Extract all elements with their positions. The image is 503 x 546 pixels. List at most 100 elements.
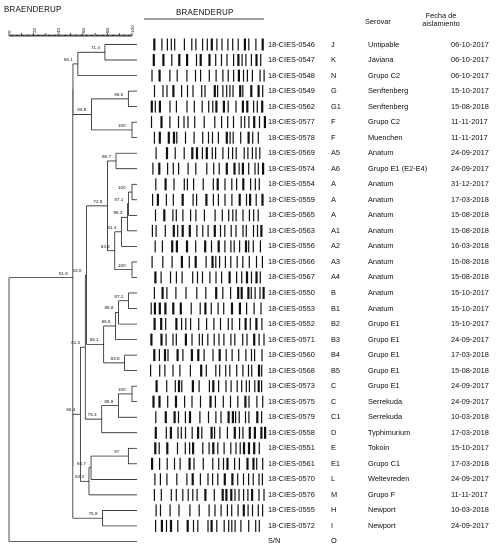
gel-band (236, 380, 238, 393)
gel-band (195, 162, 197, 175)
isolate-id: 18-CIES-0563 (268, 225, 315, 235)
gel-band (195, 147, 199, 160)
gel-band (218, 457, 220, 470)
gel-band (209, 271, 211, 284)
gel-band (169, 504, 171, 517)
gel-band (212, 473, 214, 486)
gel-band (202, 442, 204, 455)
gel-band (253, 116, 256, 129)
gel-band (223, 473, 226, 486)
gel-band (210, 38, 213, 51)
pulsotype-code: C (331, 396, 337, 406)
gel-band (222, 85, 224, 98)
gel-band (231, 473, 234, 486)
gel-band (247, 131, 250, 144)
gel-band (162, 255, 164, 268)
gel-band (261, 38, 264, 51)
gel-band (186, 85, 189, 98)
gel-band (201, 100, 203, 113)
serovar-name: Grupo F (368, 489, 396, 499)
gel-band (152, 395, 155, 408)
gel-band (229, 364, 231, 377)
gel-band (223, 442, 225, 455)
pulsotype-code: A6 (331, 163, 341, 173)
node-similarity-label: 97 (114, 449, 120, 455)
gel-band (169, 271, 172, 284)
gel-band (253, 209, 255, 222)
gel-band (253, 302, 255, 315)
gel-band (242, 426, 244, 439)
gel-band (187, 488, 189, 501)
serovar-name: Anatum (368, 148, 394, 158)
gel-band (213, 333, 215, 346)
gel-band (221, 38, 223, 51)
gel-band (166, 287, 168, 299)
gel-band (224, 224, 226, 237)
gel-band (231, 318, 233, 330)
isolation-date: 24-09-2017 (451, 163, 489, 173)
gel-band (258, 178, 260, 191)
node-similarity-label: 61.2 (71, 340, 81, 346)
gel-band (161, 38, 163, 51)
gel-band (183, 178, 185, 191)
node-similarity-label: 64.3 (74, 474, 84, 480)
gel-band (159, 504, 162, 517)
gel-band (181, 224, 184, 237)
gel-band (217, 85, 219, 98)
node-similarity-label: 51.9 (58, 270, 68, 276)
gel-band (169, 116, 171, 129)
gel-band (255, 271, 258, 284)
pulsotype-code: A3 (331, 256, 341, 266)
gel-band (188, 255, 190, 268)
gel-band (219, 318, 222, 330)
gel-band (150, 333, 153, 346)
gel-band (215, 255, 217, 268)
node-similarity-label: 96.6 (114, 91, 124, 97)
gel-band (245, 224, 247, 237)
node-similarity-label: 66.8 (77, 107, 87, 113)
gel-band (198, 318, 200, 330)
pulsotype-code: A (331, 179, 336, 189)
gel-band (250, 271, 253, 284)
isolate-id: 18-CIES-0548 (268, 70, 315, 80)
gel-band (259, 147, 261, 160)
gel-band (160, 318, 163, 330)
gel-band (181, 380, 183, 393)
gel-band (237, 395, 239, 408)
gel-band (201, 426, 203, 439)
isolate-id: 18-CIES-0556 (268, 241, 315, 251)
gel-band (227, 38, 229, 51)
isolation-date: 31-12-2017 (451, 179, 489, 189)
serovar-name: Typhimurium (368, 427, 411, 437)
gel-band (200, 69, 202, 82)
gel-band (175, 488, 177, 501)
gel-band (234, 488, 236, 501)
gel-band (174, 147, 176, 160)
gel-band (184, 426, 187, 439)
pulsotype-code: K (331, 55, 336, 65)
gel-band (191, 426, 193, 439)
gel-band (216, 519, 218, 532)
gel-band (166, 457, 168, 470)
gel-band (176, 473, 178, 486)
isolation-date: 15-10-2017 (451, 319, 489, 329)
gel-band (263, 116, 266, 129)
gel-band (192, 442, 195, 455)
gel-band (226, 426, 228, 439)
gel-band (205, 255, 207, 268)
gel-band (263, 333, 265, 346)
gel-band (240, 519, 242, 532)
dendrogram-title: BRAENDERUP (4, 5, 62, 14)
gel-band (234, 457, 236, 470)
gel-band (196, 224, 198, 237)
gel-band (261, 318, 263, 330)
gel-lanes (150, 38, 267, 532)
node-similarity-label: 88.9 (104, 398, 114, 404)
gel-band (204, 85, 206, 98)
isolation-date: 06-10-2017 (451, 70, 489, 80)
pulsotype-code: B4 (331, 350, 341, 360)
gel-band (175, 240, 178, 253)
gel-band (154, 271, 157, 284)
gel-band (236, 364, 238, 377)
gel-band (190, 302, 192, 315)
